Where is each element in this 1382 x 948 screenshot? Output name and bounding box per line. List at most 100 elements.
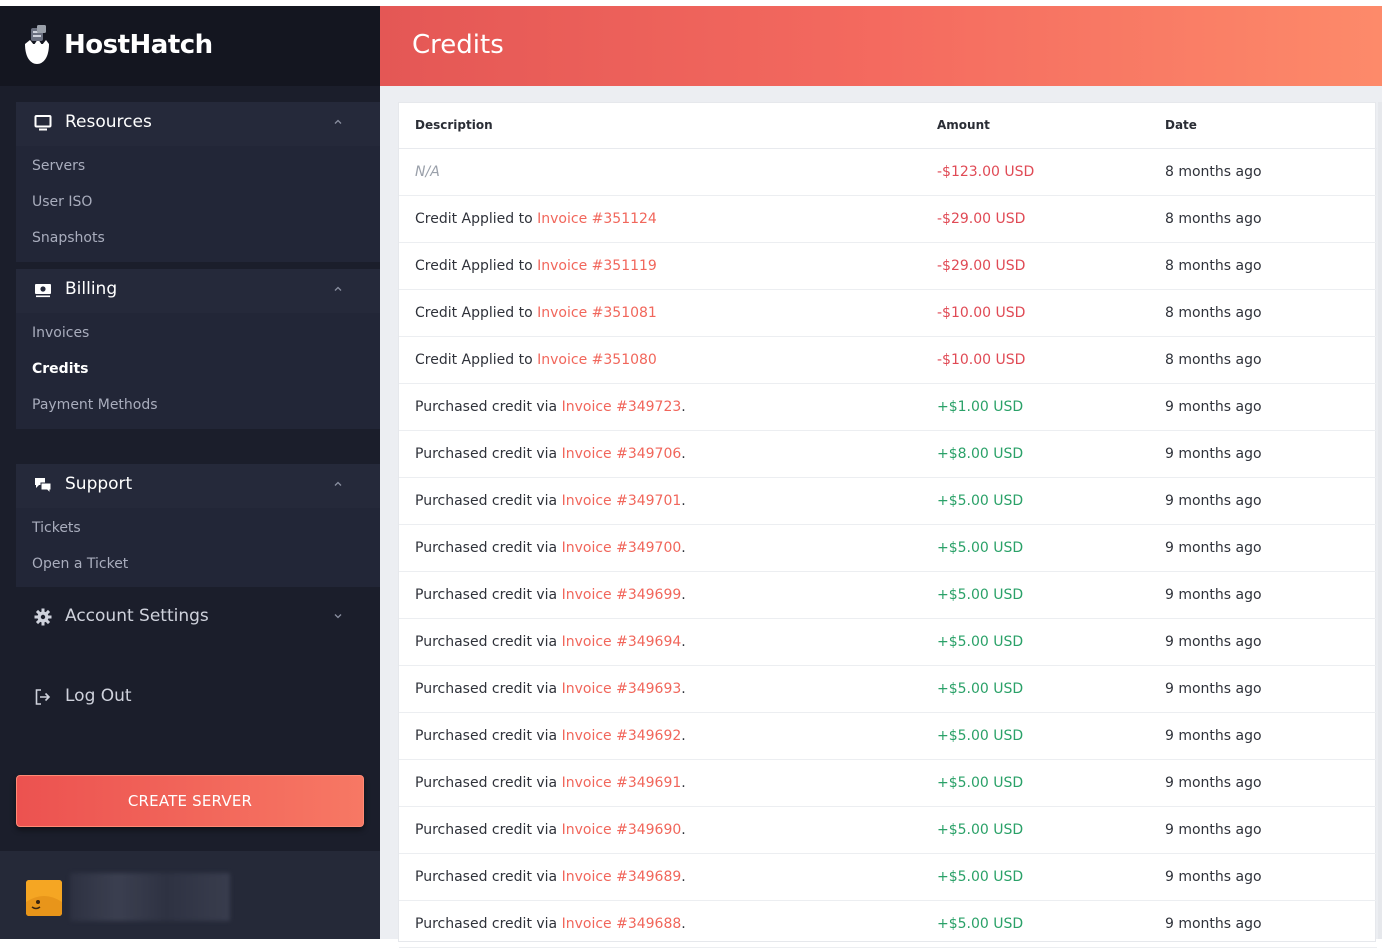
chevron-down-icon[interactable] — [332, 610, 344, 622]
description-text: Credit Applied to — [415, 351, 538, 368]
cell-description: Purchased credit via Invoice #349700. — [399, 524, 921, 572]
invoice-link[interactable]: Invoice #349706 — [561, 445, 682, 462]
avatar-face-icon — [26, 880, 62, 916]
table-row: Credit Applied to Invoice #351124 -$29.00… — [399, 195, 1377, 243]
logout-link[interactable]: Log Out — [16, 676, 380, 720]
cell-date: 9 months ago — [1149, 571, 1377, 619]
nav-group-header-support[interactable]: Support — [16, 464, 380, 508]
sidebar-item-servers[interactable]: Servers — [32, 158, 86, 174]
cell-description: Credit Applied to Invoice #351080 — [399, 336, 921, 384]
invoice-link[interactable]: Invoice #349692 — [561, 727, 682, 744]
create-server-button[interactable]: CREATE SERVER — [16, 775, 364, 827]
cell-date: 9 months ago — [1149, 665, 1377, 713]
logout-label: Log Out — [65, 686, 132, 706]
nav-group-title: Resources — [65, 112, 152, 132]
nav-group-header-resources[interactable]: Resources — [16, 102, 380, 146]
sidebar-item-user-iso[interactable]: User ISO — [32, 194, 93, 210]
invoice-link[interactable]: Invoice #351081 — [537, 304, 657, 321]
nav-account-settings[interactable]: Account Settings — [16, 596, 380, 640]
invoice-link[interactable]: Invoice #349700 — [561, 539, 682, 556]
description-text: Purchased credit via — [415, 539, 562, 556]
sidebar-item-tickets[interactable]: Tickets — [32, 520, 81, 536]
sidebar-item-snapshots[interactable]: Snapshots — [32, 230, 105, 246]
sidebar-item-open-ticket[interactable]: Open a Ticket — [32, 556, 129, 572]
nav-group-header-billing[interactable]: Billing — [16, 269, 380, 313]
scrollbar[interactable] — [1378, 102, 1382, 939]
chevron-up-icon[interactable] — [332, 283, 344, 295]
cell-amount: +$5.00 USD — [921, 712, 1149, 760]
sidebar-item-payment-methods[interactable]: Payment Methods — [32, 397, 158, 413]
cell-description: Purchased credit via Invoice #349688. — [399, 900, 921, 948]
cell-amount: +$1.00 USD — [921, 383, 1149, 431]
table-row: Credit Applied to Invoice #351119 -$29.00… — [399, 242, 1377, 290]
logo-bar: HostHatch — [0, 6, 380, 86]
nav-group-support: Support Tickets Open a Ticket — [16, 464, 380, 587]
column-header-amount[interactable]: Amount — [921, 103, 1149, 149]
sidebar-item-invoices[interactable]: Invoices — [32, 325, 90, 341]
cell-description: Purchased credit via Invoice #349690. — [399, 806, 921, 854]
description-text: Purchased credit via — [415, 398, 562, 415]
cell-description: Purchased credit via Invoice #349692. — [399, 712, 921, 760]
cell-amount: +$5.00 USD — [921, 524, 1149, 572]
invoice-link[interactable]: Invoice #349699 — [561, 586, 682, 603]
cell-amount: -$29.00 USD — [921, 242, 1149, 290]
chevron-up-icon[interactable] — [332, 116, 344, 128]
credits-card: Description Amount Date N/A -$123.00 USD 8… — [398, 102, 1377, 948]
monitor-icon — [34, 115, 52, 131]
description-text: Purchased credit via — [415, 915, 562, 932]
table-row: Purchased credit via Invoice #349691. +$5… — [399, 759, 1377, 807]
cell-date: 8 months ago — [1149, 336, 1377, 384]
description-suffix: . — [681, 492, 686, 509]
column-header-description[interactable]: Description — [399, 103, 921, 149]
invoice-link[interactable]: Invoice #351080 — [537, 351, 657, 368]
invoice-link[interactable]: Invoice #349690 — [561, 821, 682, 838]
invoice-link[interactable]: Invoice #351119 — [537, 257, 657, 274]
account-settings-label: Account Settings — [65, 606, 209, 626]
column-header-date[interactable]: Date — [1149, 103, 1377, 149]
avatar[interactable] — [26, 880, 62, 916]
logo-text[interactable]: HostHatch — [64, 30, 213, 60]
cell-date: 8 months ago — [1149, 148, 1377, 196]
invoice-link[interactable]: Invoice #349691 — [561, 774, 682, 791]
description-suffix: . — [681, 445, 686, 462]
cell-date: 9 months ago — [1149, 524, 1377, 572]
cell-date: 8 months ago — [1149, 195, 1377, 243]
sidebar-item-credits[interactable]: Credits — [32, 361, 89, 377]
invoice-link[interactable]: Invoice #351124 — [537, 210, 657, 227]
cell-description: N/A — [399, 148, 921, 196]
invoice-link[interactable]: Invoice #349701 — [561, 492, 682, 509]
table-row: Purchased credit via Invoice #349700. +$5… — [399, 524, 1377, 572]
user-panel[interactable] — [0, 851, 380, 939]
main-content: Credits Description Amount Date N/A -$123… — [380, 6, 1382, 948]
cell-description: Purchased credit via Invoice #349723. — [399, 383, 921, 431]
table-row: Credit Applied to Invoice #351080 -$10.00… — [399, 336, 1377, 384]
cell-amount: +$5.00 USD — [921, 759, 1149, 807]
description-suffix: . — [681, 539, 686, 556]
cell-date: 9 months ago — [1149, 759, 1377, 807]
cell-description: Purchased credit via Invoice #349699. — [399, 571, 921, 619]
description-suffix: . — [681, 868, 686, 885]
invoice-link[interactable]: Invoice #349723 — [561, 398, 682, 415]
sidebar: HostHatch Resources Servers User ISO Sna… — [0, 6, 380, 939]
table-row: Purchased credit via Invoice #349706. +$8… — [399, 430, 1377, 478]
cell-amount: +$8.00 USD — [921, 430, 1149, 478]
description-suffix: . — [681, 633, 686, 650]
cell-amount: -$123.00 USD — [921, 148, 1149, 196]
cell-amount: +$5.00 USD — [921, 618, 1149, 666]
invoice-link[interactable]: Invoice #349689 — [561, 868, 682, 885]
chevron-up-icon[interactable] — [332, 478, 344, 490]
description-text: Credit Applied to — [415, 257, 538, 274]
page-title: Credits — [412, 30, 504, 60]
cell-amount: +$5.00 USD — [921, 806, 1149, 854]
nav-group-title: Support — [65, 474, 133, 494]
hosthatch-logo-icon[interactable] — [22, 24, 52, 66]
table-row: Purchased credit via Invoice #349694. +$5… — [399, 618, 1377, 666]
invoice-link[interactable]: Invoice #349688 — [561, 915, 682, 932]
description-text: Purchased credit via — [415, 774, 562, 791]
invoice-link[interactable]: Invoice #349694 — [561, 633, 682, 650]
table-header-row: Description Amount Date — [399, 103, 1377, 149]
cell-date: 8 months ago — [1149, 289, 1377, 337]
cell-amount: +$5.00 USD — [921, 477, 1149, 525]
invoice-link[interactable]: Invoice #349693 — [561, 680, 682, 697]
cell-date: 9 months ago — [1149, 383, 1377, 431]
